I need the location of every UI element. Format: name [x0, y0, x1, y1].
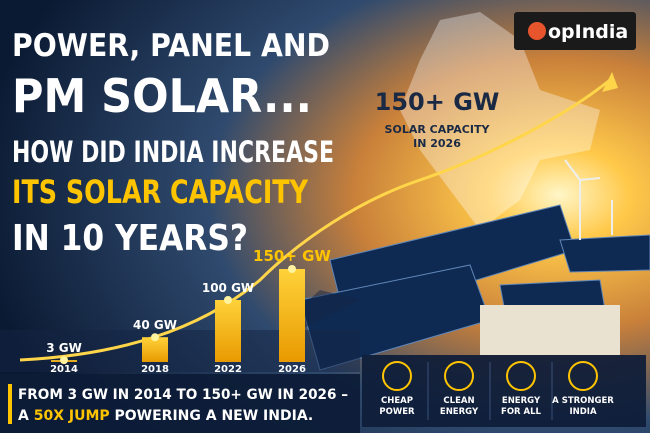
headline-line: POWER, PANEL AND — [12, 28, 330, 64]
value-label: 40 GW — [133, 318, 177, 332]
india-map — [400, 12, 600, 230]
headline-line: PM SOLAR... — [12, 69, 312, 123]
value-label: 150+ GW — [253, 247, 331, 265]
x-tick-label: 2026 — [278, 364, 306, 375]
footer-band — [0, 374, 360, 433]
benefit-icon — [568, 361, 598, 391]
headline-line: IN 10 YEARS? — [12, 218, 248, 259]
bar-dot — [151, 333, 159, 342]
benefit-label: CHEAP — [381, 396, 413, 406]
wind-turbines — [564, 159, 613, 240]
value-label: 100 GW — [202, 281, 254, 295]
footer-text: FROM 3 GW IN 2014 TO 150+ GW IN 2026 – — [18, 387, 348, 403]
logo-icon — [528, 22, 546, 40]
x-tick-label: 2014 — [50, 364, 78, 375]
bar-chart: 3 GW 2014 40 GW 2018 100 GW 2022 150+ GW 2026 — [46, 247, 331, 375]
benefit-label: INDIA — [569, 407, 596, 417]
headline-line: HOW DID INDIA INCREASE — [12, 135, 334, 169]
bar — [142, 337, 168, 362]
logo: opIndia — [548, 21, 628, 43]
callout-value: 150+ GW — [375, 88, 500, 116]
footer-suffix: POWERING A NEW INDIA. — [115, 408, 314, 424]
benefit-label: CLEAN — [443, 396, 474, 406]
footer-prefix: A — [18, 408, 29, 424]
arrowhead — [602, 72, 618, 92]
bar — [215, 300, 241, 362]
bar — [279, 269, 305, 362]
callout-text: IN 2026 — [413, 137, 461, 150]
bar-dot — [60, 356, 68, 365]
benefit-label: FOR ALL — [501, 407, 542, 417]
x-tick-label: 2018 — [141, 364, 169, 375]
footer-text: A 50X JUMP POWERING A NEW INDIA. — [18, 408, 313, 424]
benefit-icon — [382, 361, 412, 391]
benefit-label: ENERGY — [502, 396, 541, 406]
x-tick-label: 2022 — [214, 364, 242, 375]
benefit-label: POWER — [379, 407, 415, 417]
callout-text: SOLAR CAPACITY — [385, 123, 491, 136]
benefit-icon — [444, 361, 474, 391]
footer-highlight: 50X JUMP — [34, 408, 110, 424]
footer-accent — [8, 384, 12, 424]
benefits-panel — [362, 355, 646, 427]
value-label: 3 GW — [46, 341, 82, 355]
headline-highlight: ITS SOLAR CAPACITY — [12, 173, 309, 211]
bar-dot — [288, 265, 296, 273]
solar-panels — [299, 204, 650, 371]
benefit-label: ENERGY — [440, 407, 479, 417]
benefit-icon — [506, 361, 536, 391]
logo-box — [514, 12, 636, 50]
benefit-label: A STRONGER — [552, 396, 614, 406]
bar-dot — [224, 296, 232, 304]
house — [480, 305, 620, 355]
